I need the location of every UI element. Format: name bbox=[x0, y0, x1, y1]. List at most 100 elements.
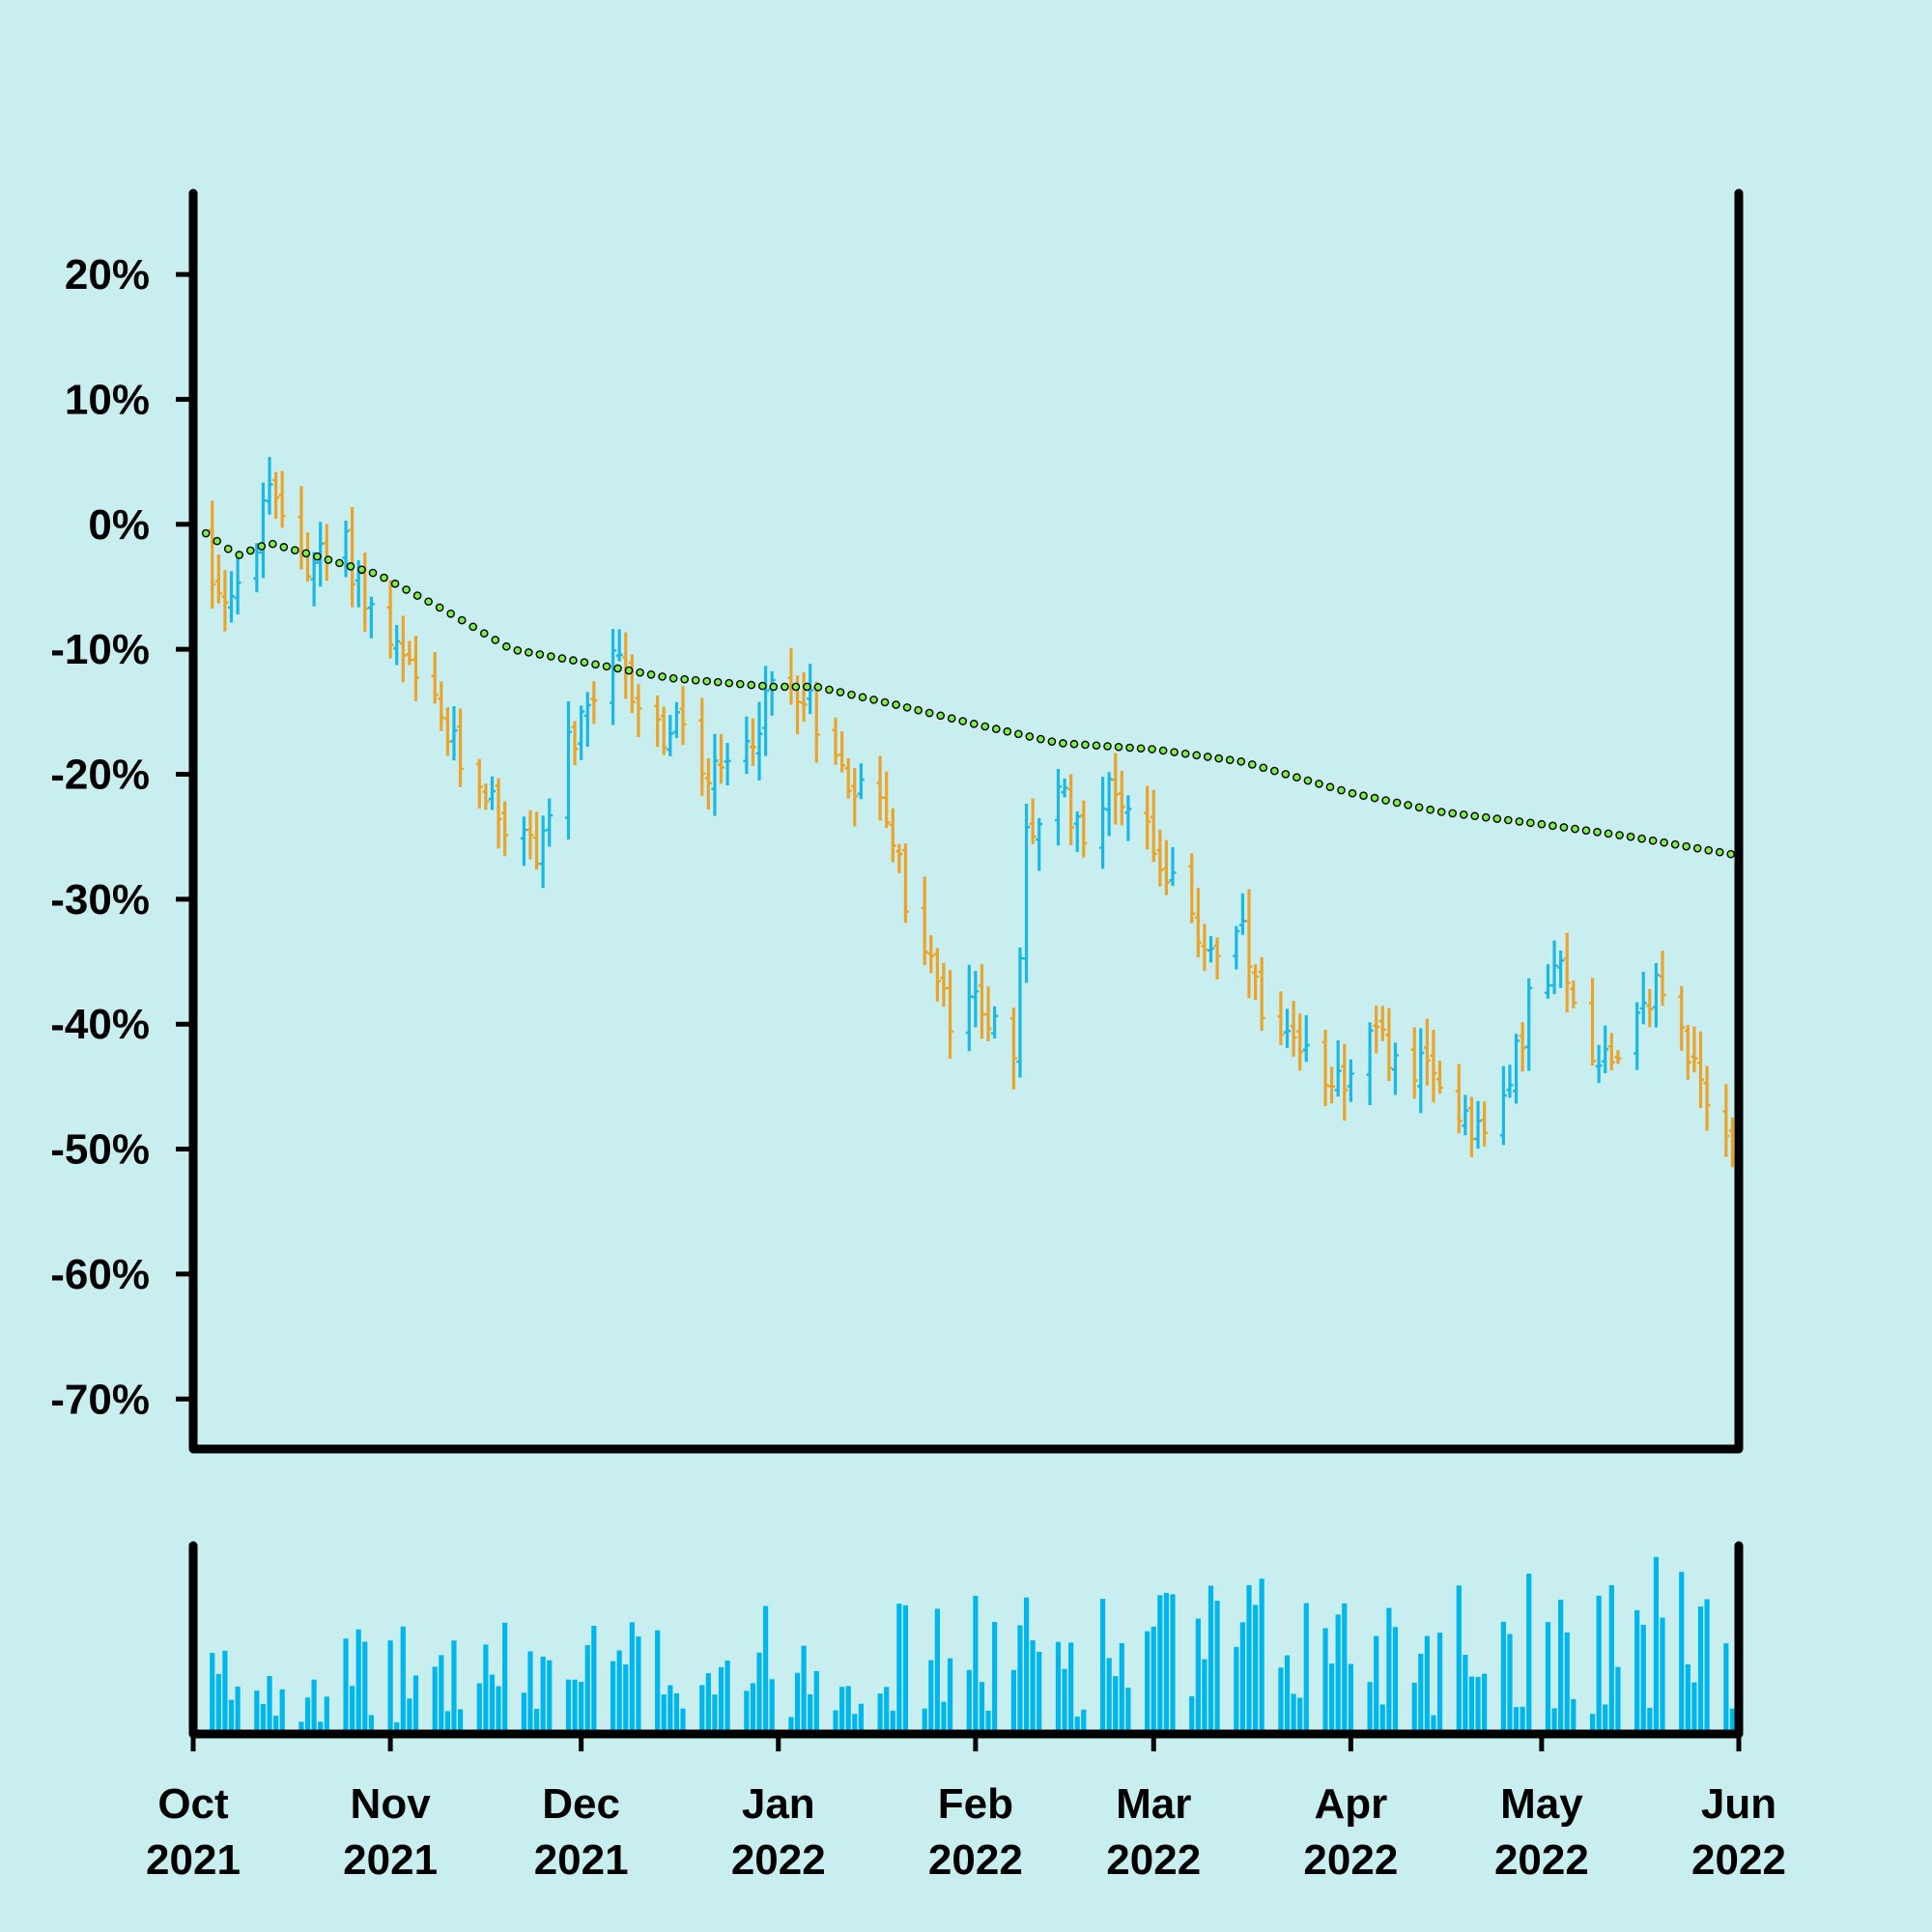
volume-bar bbox=[712, 1694, 718, 1734]
moving-average-point bbox=[791, 682, 801, 692]
volume-bar bbox=[1278, 1667, 1284, 1734]
moving-average-point bbox=[1103, 742, 1112, 751]
x-tick-month-label: Apr bbox=[1314, 1780, 1387, 1828]
x-tick-year-label: 2021 bbox=[343, 1836, 438, 1884]
volume-bar bbox=[1234, 1646, 1239, 1734]
volume-bar bbox=[1125, 1688, 1131, 1734]
volume-bar bbox=[1551, 1708, 1557, 1734]
volume-bar bbox=[521, 1692, 526, 1734]
moving-average-point bbox=[892, 700, 900, 709]
moving-average-point bbox=[457, 615, 467, 625]
volume-bar bbox=[591, 1626, 597, 1734]
volume-bar bbox=[439, 1655, 444, 1734]
moving-average-point bbox=[668, 673, 678, 683]
moving-average-point bbox=[646, 669, 656, 679]
moving-average-point bbox=[1559, 823, 1569, 832]
volume-bar bbox=[1468, 1676, 1475, 1734]
volume-bar bbox=[527, 1651, 533, 1734]
volume-bar bbox=[260, 1703, 267, 1734]
x-tick-month-label: Nov bbox=[351, 1780, 432, 1828]
moving-average-point bbox=[513, 646, 523, 655]
volume-bar bbox=[1297, 1697, 1303, 1734]
volume-bar bbox=[884, 1687, 890, 1734]
moving-average-point bbox=[1037, 734, 1045, 744]
moving-average-point bbox=[825, 685, 834, 695]
moving-average-point bbox=[1348, 788, 1357, 798]
moving-average-point bbox=[1148, 745, 1156, 753]
moving-average-point bbox=[1692, 843, 1702, 853]
moving-average-point bbox=[535, 650, 545, 659]
moving-average-point bbox=[479, 629, 489, 638]
y-tick-label: -10% bbox=[50, 626, 150, 673]
volume-bar bbox=[228, 1699, 235, 1734]
moving-average-point bbox=[235, 551, 244, 559]
y-tick-label: 20% bbox=[65, 251, 150, 298]
moving-average-point bbox=[291, 546, 299, 554]
volume-bar bbox=[1463, 1655, 1468, 1734]
moving-average-point bbox=[781, 682, 789, 692]
moving-average-point bbox=[1158, 746, 1168, 755]
volume-bar bbox=[744, 1690, 750, 1734]
moving-average-point bbox=[836, 688, 845, 696]
volume-bar bbox=[724, 1660, 730, 1734]
moving-average-point bbox=[557, 654, 567, 663]
moving-average-point bbox=[1125, 743, 1134, 753]
moving-average-point bbox=[1259, 763, 1268, 773]
volume-bar bbox=[947, 1658, 953, 1734]
moving-average-point bbox=[245, 546, 255, 555]
volume-bar bbox=[852, 1714, 858, 1734]
volume-bar bbox=[655, 1630, 661, 1734]
moving-average-point bbox=[1315, 780, 1323, 788]
volume-bar bbox=[1342, 1603, 1348, 1734]
volume-bar bbox=[623, 1664, 629, 1734]
moving-average-point bbox=[1660, 838, 1668, 847]
volume-bar bbox=[680, 1708, 686, 1734]
volume-bar bbox=[928, 1660, 934, 1734]
volume-bar bbox=[1436, 1633, 1443, 1734]
volume-bar bbox=[1456, 1585, 1462, 1734]
volume-bar bbox=[394, 1721, 400, 1734]
volume-bar bbox=[1030, 1640, 1036, 1734]
volume-bar bbox=[858, 1703, 864, 1734]
moving-average-point bbox=[1203, 753, 1212, 761]
moving-average-point bbox=[613, 664, 622, 673]
volume-bar bbox=[1259, 1578, 1264, 1734]
moving-average-point bbox=[1404, 801, 1412, 810]
moving-average-point bbox=[1515, 817, 1524, 826]
volume-bar bbox=[1157, 1595, 1163, 1734]
moving-average-point bbox=[658, 672, 667, 681]
moving-average-point bbox=[1481, 812, 1491, 822]
volume-bar bbox=[579, 1681, 584, 1734]
volume-bar bbox=[1099, 1599, 1106, 1734]
volume-bar bbox=[1379, 1704, 1385, 1734]
volume-bar bbox=[533, 1708, 540, 1734]
x-tick-month-label: Feb bbox=[938, 1780, 1013, 1828]
volume-bar bbox=[1679, 1572, 1685, 1734]
volume-bar bbox=[1431, 1715, 1436, 1734]
moving-average-point bbox=[1593, 828, 1602, 837]
y-tick-label: -20% bbox=[50, 751, 150, 798]
volume-bar bbox=[1647, 1707, 1653, 1734]
moving-average-point bbox=[680, 674, 689, 684]
x-tick-year-label: 2022 bbox=[928, 1836, 1023, 1884]
volume-bar bbox=[368, 1715, 374, 1734]
volume-bar bbox=[1603, 1704, 1608, 1734]
volume-bar bbox=[1513, 1707, 1520, 1734]
volume-bar bbox=[1475, 1676, 1481, 1734]
moving-average-point bbox=[1047, 737, 1057, 746]
moving-average-point bbox=[969, 720, 979, 728]
moving-average-point bbox=[769, 682, 779, 692]
moving-average-point bbox=[501, 641, 511, 651]
volume-bar bbox=[922, 1708, 927, 1734]
moving-average-point bbox=[1370, 793, 1379, 803]
volume-bar bbox=[489, 1674, 496, 1734]
moving-average-point bbox=[1180, 749, 1190, 758]
x-tick-month-label: Jan bbox=[742, 1780, 815, 1828]
volume-bar bbox=[407, 1698, 412, 1734]
volume-bar bbox=[877, 1693, 883, 1734]
volume-bar bbox=[756, 1652, 762, 1734]
volume-bar bbox=[254, 1690, 260, 1734]
moving-average-point bbox=[1448, 809, 1458, 818]
volume-bar bbox=[1704, 1599, 1710, 1734]
